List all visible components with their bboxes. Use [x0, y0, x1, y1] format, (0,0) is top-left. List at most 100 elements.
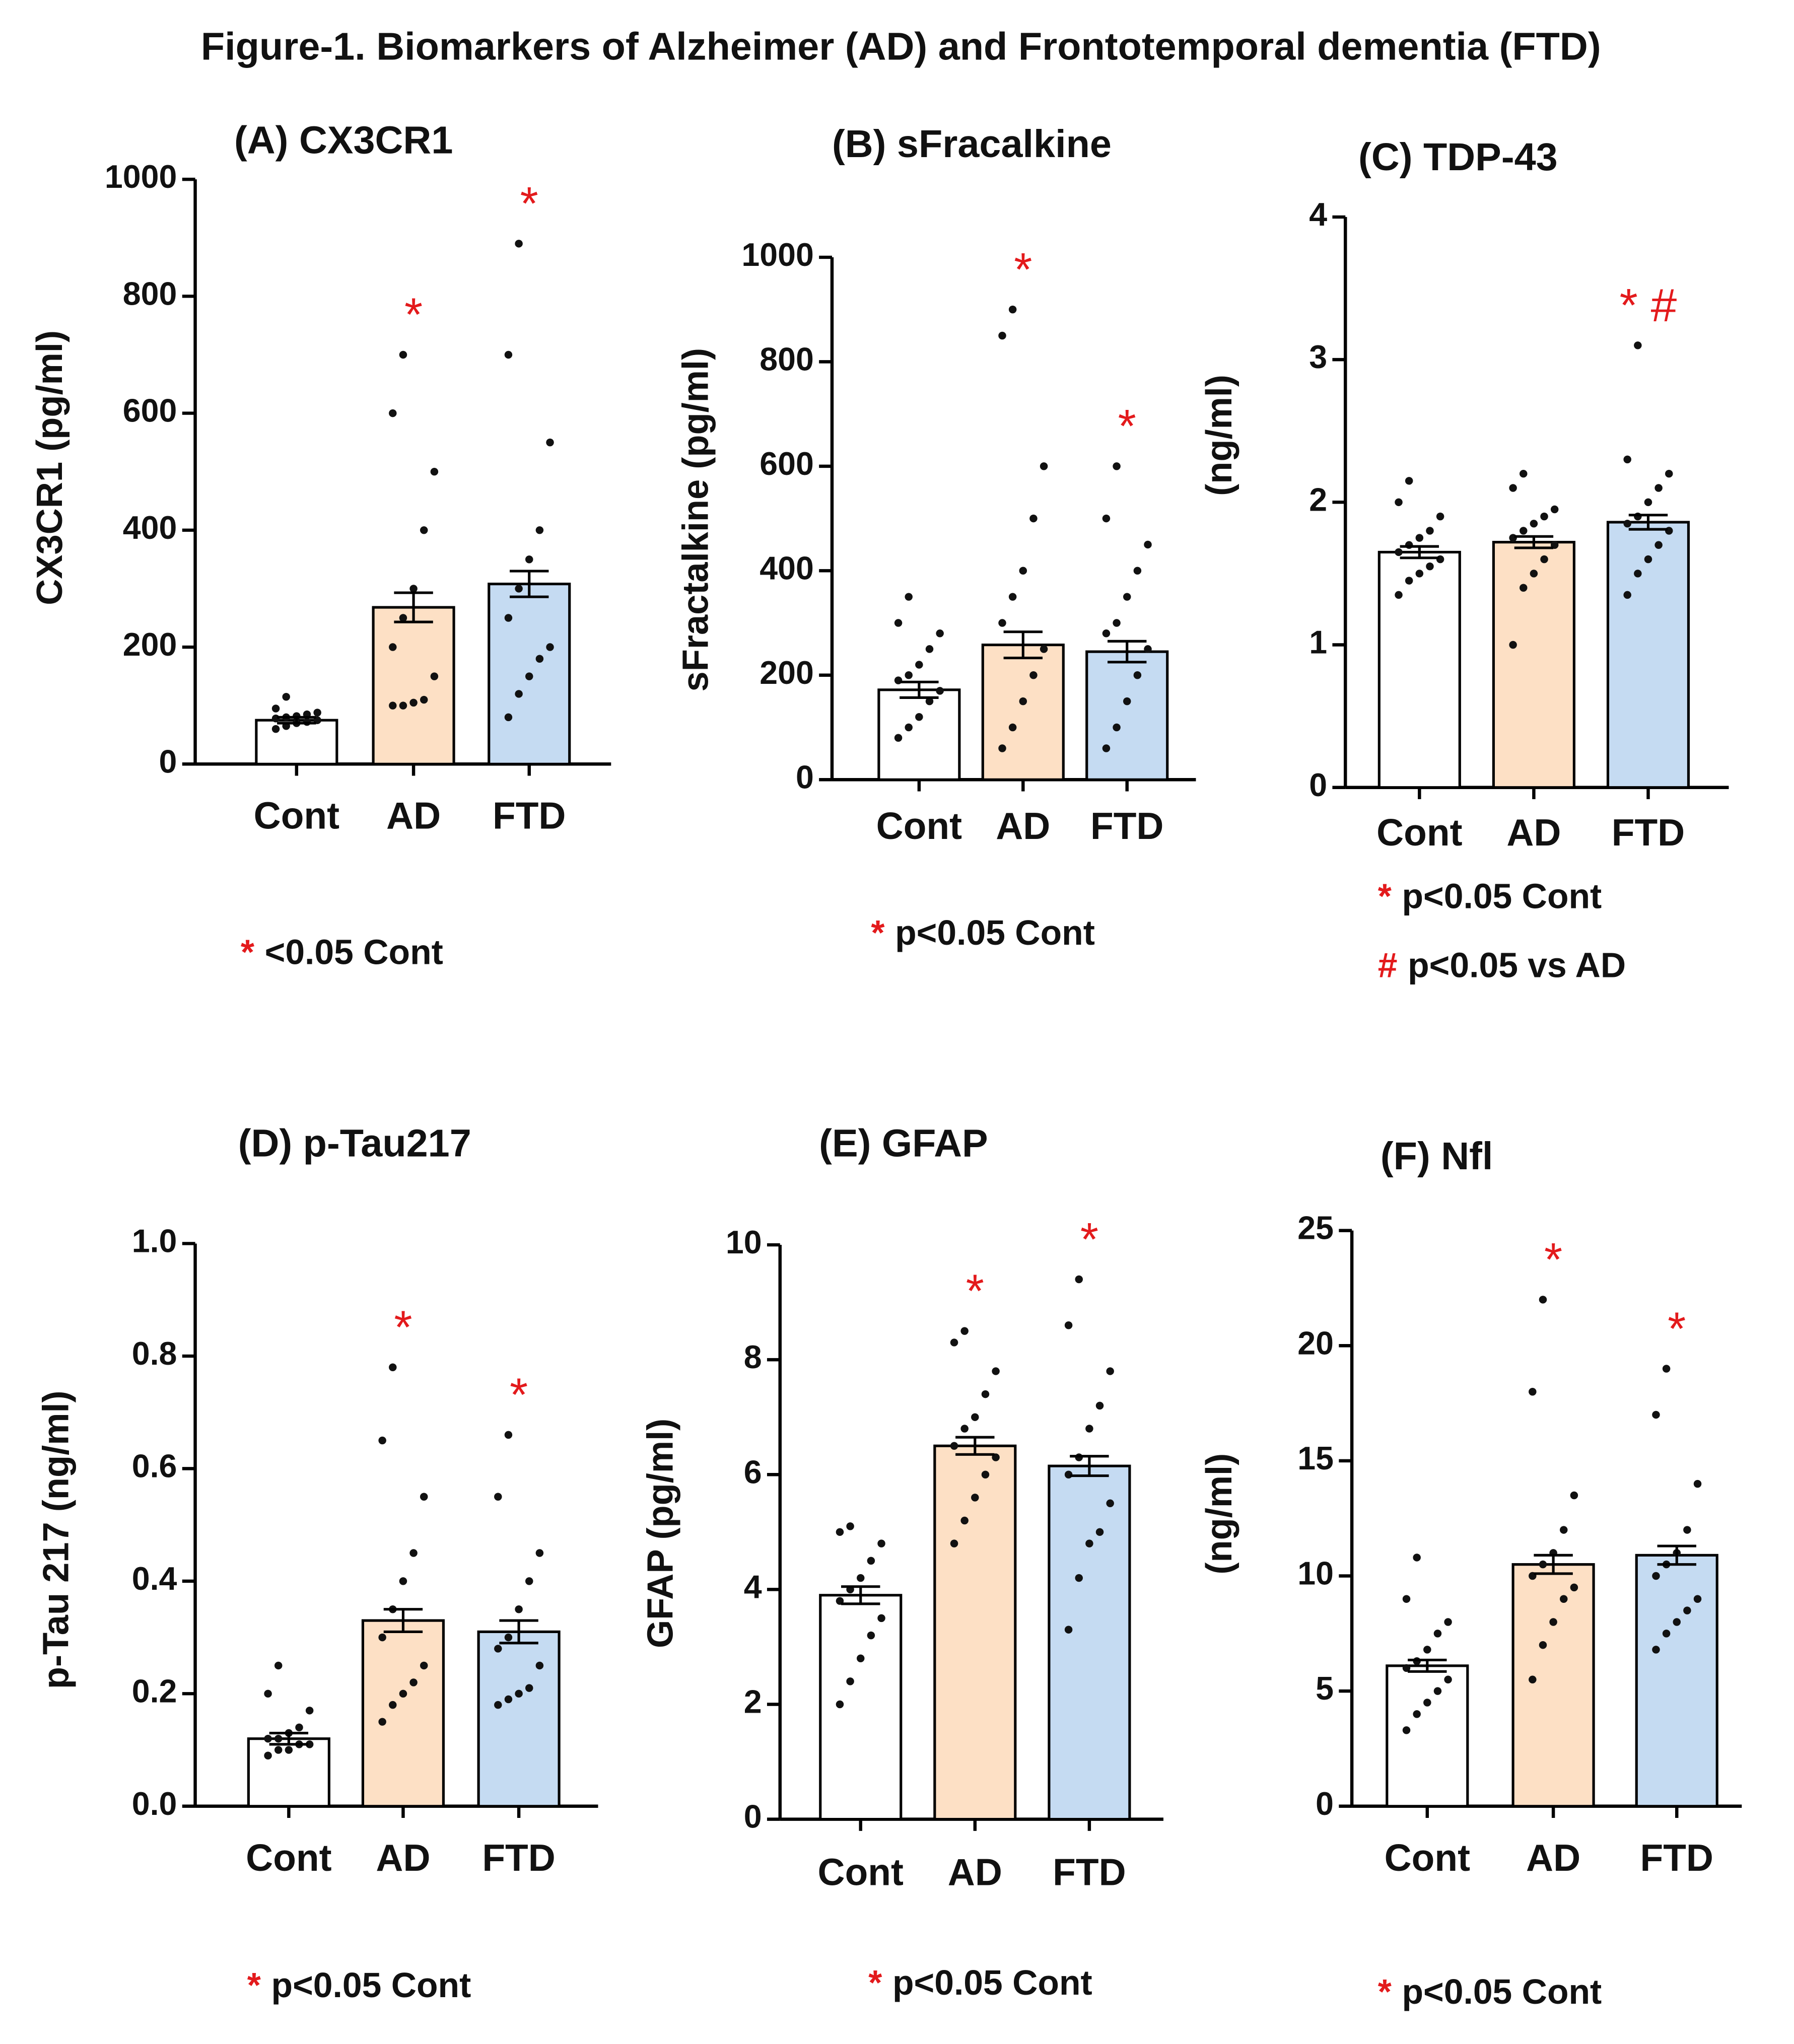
x-tick-label: FTD	[493, 794, 566, 836]
data-point	[1654, 484, 1663, 492]
data-point	[1405, 541, 1413, 549]
y-tick-label: 25	[1297, 1210, 1334, 1246]
x-tick-label: Cont	[254, 794, 339, 836]
data-point	[399, 1577, 407, 1585]
panel-title: (F) Nfl	[1381, 1135, 1493, 1178]
data-point	[846, 1677, 854, 1685]
data-point	[905, 671, 913, 679]
data-point	[1665, 527, 1673, 535]
data-point	[504, 350, 513, 359]
data-point	[546, 438, 554, 447]
data-point	[420, 1493, 428, 1501]
y-tick-label: 0	[159, 743, 177, 780]
data-point	[1426, 562, 1434, 571]
data-point	[1106, 1367, 1114, 1375]
data-point	[936, 629, 944, 638]
data-point	[1415, 534, 1424, 542]
data-point	[836, 1528, 844, 1536]
data-point	[494, 1645, 502, 1653]
data-point	[1040, 645, 1048, 653]
error-bar	[1108, 640, 1147, 664]
data-point	[1095, 1401, 1104, 1410]
x-tick-label: FTD	[1640, 1837, 1713, 1879]
data-point	[409, 1678, 418, 1686]
footnote-symbol: *	[247, 1965, 261, 2005]
error-bar	[900, 680, 939, 699]
data-point	[1662, 1630, 1671, 1638]
data-point	[1520, 469, 1528, 478]
data-point	[950, 1338, 958, 1347]
bar	[1085, 650, 1169, 781]
data-point	[420, 695, 428, 704]
footnote: * p<0.05 Cont	[868, 1963, 1092, 2002]
bar	[1635, 1554, 1718, 1808]
data-point	[894, 619, 903, 627]
y-tick-label: 3	[1309, 339, 1327, 375]
footnote: * <0.05 Cont	[241, 933, 443, 972]
data-point	[867, 1631, 875, 1640]
data-point	[271, 704, 280, 713]
data-point	[1423, 1699, 1431, 1707]
data-point	[992, 1367, 1000, 1375]
data-point	[1064, 1626, 1073, 1634]
data-point	[264, 1751, 272, 1759]
data-point	[430, 467, 439, 476]
data-point	[399, 1689, 407, 1698]
footnote-symbol: *	[241, 933, 255, 972]
data-point	[313, 709, 321, 717]
y-tick-label: 800	[760, 341, 814, 377]
x-tick-label: FTD	[482, 1837, 555, 1879]
y-tick-label: 1	[1309, 624, 1327, 661]
x-tick-label: FTD	[1090, 805, 1163, 847]
data-point	[1413, 1554, 1421, 1562]
data-point	[295, 1723, 303, 1732]
data-point	[1444, 1618, 1452, 1626]
footnote-text: p<0.05 Cont	[1402, 877, 1602, 916]
x-tick-label: Cont	[1376, 811, 1462, 854]
data-point	[1520, 527, 1528, 535]
error-bar	[394, 591, 433, 623]
x-tick-label: AD	[1506, 811, 1561, 854]
x-tick-label: Cont	[1385, 1837, 1470, 1879]
data-point	[836, 1700, 844, 1709]
data-point	[504, 713, 513, 722]
error-bar	[383, 1608, 423, 1633]
y-tick-label: 800	[123, 275, 177, 312]
data-point	[1529, 1675, 1537, 1684]
bar	[1511, 1563, 1595, 1808]
data-point	[981, 1390, 990, 1398]
footnote-text: p<0.05 Cont	[895, 913, 1095, 952]
bar	[1492, 541, 1575, 789]
data-point	[1644, 555, 1652, 563]
data-point	[525, 1577, 533, 1585]
data-point	[409, 698, 418, 707]
data-point	[389, 1363, 397, 1372]
y-tick-label: 600	[123, 393, 177, 429]
data-point	[1444, 1675, 1452, 1684]
data-point	[515, 585, 523, 593]
bar	[1606, 521, 1690, 789]
data-point	[1402, 1595, 1411, 1603]
panel-title: (C) TDP-43	[1358, 135, 1558, 179]
footnote: * p<0.05 Cont	[247, 1965, 471, 2005]
data-point	[1530, 570, 1538, 578]
y-tick-label: 6	[744, 1454, 762, 1490]
data-point	[877, 1614, 885, 1623]
panel-title: (E) GFAP	[819, 1121, 988, 1165]
data-point	[1550, 505, 1559, 514]
y-tick-label: 10	[1297, 1556, 1334, 1592]
data-point	[1539, 1641, 1547, 1649]
significance-mark: *	[1544, 1233, 1562, 1286]
data-point	[1634, 570, 1642, 578]
y-tick-label: 20	[1297, 1325, 1334, 1361]
data-point	[1634, 512, 1642, 521]
footnote-symbol: *	[871, 913, 885, 952]
x-tick-label: AD	[996, 805, 1050, 847]
data-point	[1113, 723, 1121, 732]
significance-mark: *	[1668, 1302, 1686, 1355]
error-bar	[277, 716, 316, 725]
data-point	[1652, 1411, 1660, 1419]
bar	[1377, 550, 1461, 789]
error-bar	[499, 1619, 538, 1645]
bar	[1048, 1464, 1131, 1821]
